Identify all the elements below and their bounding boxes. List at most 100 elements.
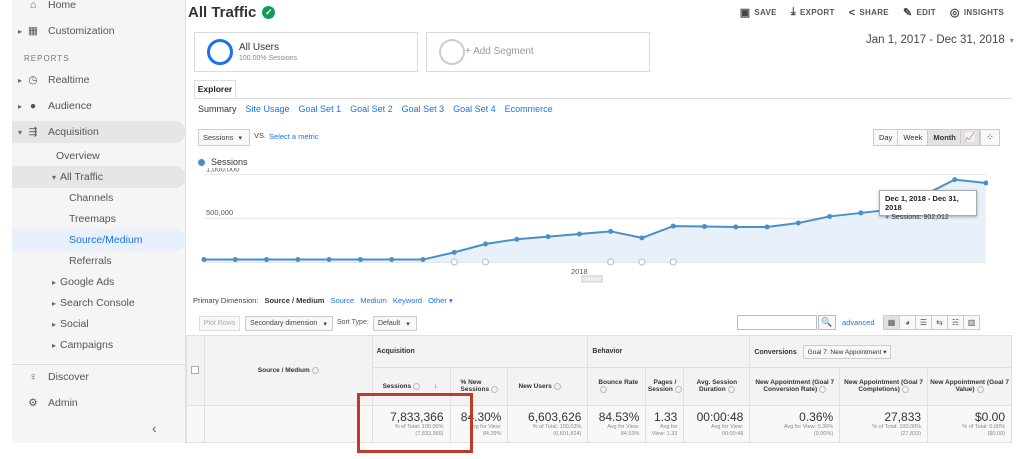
subtab-goal-set-4[interactable]: Goal Set 4 [453, 104, 496, 114]
line-chart-icon[interactable]: 📈 [960, 129, 980, 146]
subtab-site-usage[interactable]: Site Usage [245, 104, 290, 114]
sidebar-item-treemaps[interactable]: Treemaps [69, 213, 116, 225]
sidebar-item-audience[interactable]: ▸ ● Audience [17, 100, 92, 112]
secondary-dimension-select[interactable]: Secondary dimension ▾ [245, 316, 333, 331]
percentage-view-icon[interactable]: ◕ [899, 315, 916, 330]
conversion-goal-select[interactable]: Goal 7: New Appointment ▾ [802, 344, 892, 359]
sidebar-item-social[interactable]: ▸ Social [51, 318, 89, 330]
sidebar-item-search-console[interactable]: ▸ Search Console [51, 297, 135, 309]
help-icon [553, 382, 561, 390]
data-point [608, 228, 614, 234]
caret-right-icon: ▸ [51, 298, 56, 308]
caret-down-icon: ▾ [17, 127, 22, 137]
week-button[interactable]: Week [898, 130, 929, 145]
person-icon: ● [29, 100, 37, 112]
column-header-goal7-completions[interactable]: New Appointment (Goal 7 Completions) [839, 367, 929, 406]
save-button[interactable]: ▣ SAVE [739, 7, 777, 19]
series-area [204, 179, 986, 262]
share-button[interactable]: < SHARE [848, 6, 889, 19]
segment-circle-icon [207, 39, 233, 65]
annotation-marker [607, 258, 615, 266]
subtab-goal-set-3[interactable]: Goal Set 3 [401, 104, 445, 114]
column-header-pages-session[interactable]: Pages / Session [645, 367, 685, 406]
column-header-new-users[interactable]: New Users [507, 367, 589, 406]
y-tick-label: 500,000 [206, 208, 233, 217]
help-icon [311, 366, 319, 374]
subtab-summary[interactable]: Summary [198, 104, 237, 114]
sidebar-item-referrals[interactable]: Referrals [69, 255, 112, 267]
sidebar-item-campaigns[interactable]: ▸ Campaigns [51, 339, 114, 351]
sidebar-item-admin[interactable]: ⚙ Admin [12, 392, 186, 414]
sidebar-item-google-ads[interactable]: ▸ Google Ads [51, 276, 115, 288]
total-goal7-value: $0.00% of Total: 0.00% ($0.00) [927, 405, 1012, 443]
column-header-sessions[interactable]: Sessions ↓ [371, 367, 451, 406]
tab-explorer[interactable]: Explorer [194, 80, 236, 99]
lightbulb-icon: ♀ [29, 371, 37, 383]
sidebar-item-realtime[interactable]: ▸ ◷ Realtime [17, 74, 90, 86]
y-tick-label: 1,000,000 [206, 168, 239, 173]
data-point [795, 220, 801, 226]
dimension-other-link[interactable]: Other ▾ [428, 296, 453, 305]
day-button[interactable]: Day [874, 130, 899, 145]
series-line [204, 178, 987, 261]
select-metric-link[interactable]: Select a metric [269, 132, 319, 141]
select-all-checkbox[interactable] [186, 335, 205, 406]
sidebar-item-channels[interactable]: Channels [69, 192, 114, 204]
column-header-bounce-rate[interactable]: Bounce Rate [587, 367, 647, 406]
x-tick-label: 2018 [571, 267, 588, 276]
dimension-keyword-link[interactable]: Keyword [392, 296, 423, 305]
subtab-goal-set-2[interactable]: Goal Set 2 [350, 104, 393, 114]
data-view-icon[interactable]: ▦ [883, 315, 900, 330]
column-header-goal7-value[interactable]: New Appointment (Goal 7 Value) [927, 367, 1012, 406]
total-bounce-rate: 84.53% Avg for View: 84.53% [587, 405, 647, 443]
motion-chart-icon[interactable]: ⁘ [980, 129, 1000, 146]
insights-icon: ◎ [949, 7, 960, 19]
caret-right-icon: ▸ [17, 26, 22, 36]
granularity-toggle: Day Week Month [873, 129, 962, 146]
export-button[interactable]: ⤓ EXPORT [790, 6, 835, 18]
column-header-goal7-conversion-rate[interactable]: New Appointment (Goal 7 Conversion Rate) [749, 367, 841, 406]
search-icon[interactable]: 🔍 [818, 315, 836, 330]
acquisition-group-header: Acquisition [371, 335, 589, 368]
advanced-filter-link[interactable]: advanced [842, 318, 875, 327]
performance-view-icon[interactable]: ☰ [915, 315, 932, 330]
totals-row: 7,833,366% of Total: 100.00% (7,833,366) … [186, 405, 1012, 443]
dropdown-arrow-icon: ▾ [323, 320, 327, 328]
sessions-chart: 1,000,000 500,000 2018 [201, 168, 988, 283]
sort-type-select[interactable]: Default ▾ [373, 316, 417, 331]
metric-select[interactable]: Sessions ▾ [198, 129, 250, 146]
subtab-ecommerce[interactable]: Ecommerce [504, 104, 553, 114]
tab-divider [194, 98, 1012, 99]
segment-all-users[interactable]: All Users 100.00% Sessions [194, 32, 418, 72]
add-segment-button[interactable]: + Add Segment [426, 32, 650, 72]
term-cloud-icon[interactable]: ☵ [947, 315, 964, 330]
sidebar-item-overview[interactable]: Overview [56, 150, 100, 162]
dropdown-arrow-icon: ▾ [1009, 35, 1014, 45]
dimension-medium-link[interactable]: Medium [360, 296, 387, 305]
caret-down-icon: ▾ [51, 172, 56, 182]
clock-icon: ◷ [28, 74, 38, 86]
month-button[interactable]: Month [928, 130, 961, 145]
sidebar-item-source-medium[interactable]: Source/Medium [12, 229, 186, 251]
sidebar-item-home[interactable]: ⌂ Home [12, 0, 186, 16]
sidebar-item-discover[interactable]: ♀ Discover [12, 366, 186, 388]
pivot-view-icon[interactable]: ▥ [963, 315, 980, 330]
column-header-avg-session-duration[interactable]: Avg. Session Duration [683, 367, 751, 406]
comparison-view-icon[interactable]: ⇆ [931, 315, 948, 330]
subtab-goal-set-1[interactable]: Goal Set 1 [298, 104, 342, 114]
table-view-toggle: ▦ ◕ ☰ ⇆ ☵ ▥ [883, 315, 980, 330]
column-header-new-sessions[interactable]: % New Sessions [449, 367, 509, 406]
insights-button[interactable]: ◎ INSIGHTS [949, 7, 1004, 19]
plot-rows-button[interactable]: Plot Rows [199, 316, 240, 331]
dimension-source-link[interactable]: Source [330, 296, 355, 305]
collapse-sidebar-icon[interactable]: ‹ [152, 420, 157, 436]
data-point [232, 257, 238, 263]
dimension-header[interactable]: Source / Medium [203, 335, 373, 406]
sidebar-item-customization[interactable]: ▸ ▦ Customization [17, 25, 115, 37]
sidebar-item-all-traffic[interactable]: ▾ All Traffic [12, 166, 186, 188]
table-search-input[interactable] [737, 315, 817, 330]
date-range-picker[interactable]: Jan 1, 2017 - Dec 31, 2018 ▾ [866, 34, 1014, 46]
edit-button[interactable]: ✎ EDIT [902, 7, 936, 19]
sidebar-item-acquisition[interactable]: ▾ ⇶ Acquisition [12, 121, 186, 143]
vs-label: VS. [254, 131, 267, 140]
